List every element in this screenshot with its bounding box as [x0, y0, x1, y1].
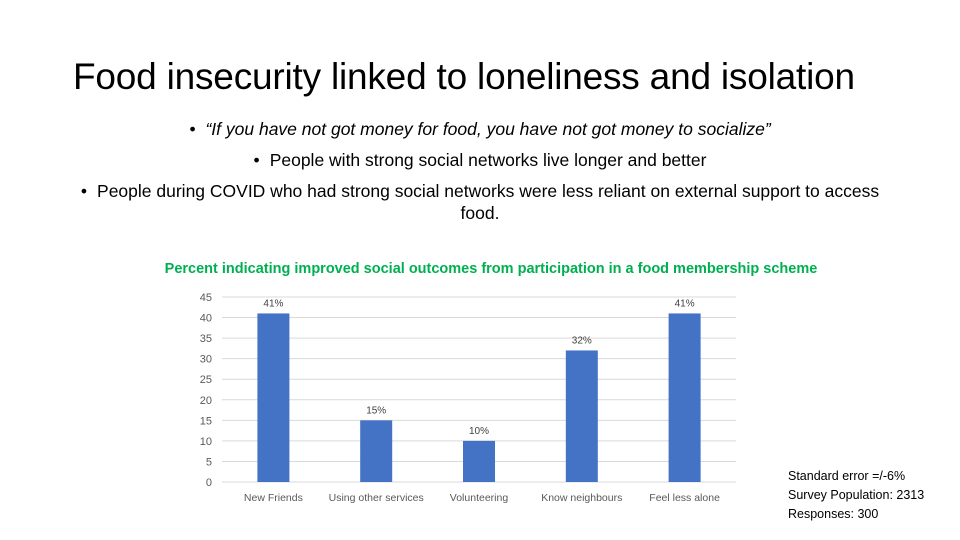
bullet-list: “If you have not got money for food, you…	[80, 118, 880, 233]
y-tick-label: 35	[200, 333, 212, 345]
survey-population-note: Survey Population: 2313	[788, 488, 925, 502]
survey-notes: Standard error =/-6% Survey Population: …	[788, 467, 924, 524]
y-tick-label: 25	[200, 374, 212, 386]
x-tick-label: New Friends	[244, 492, 303, 504]
bar	[565, 350, 598, 482]
data-label: 41%	[263, 298, 283, 309]
bullet-social-networks: People with strong social networks live …	[80, 149, 880, 171]
y-tick-label: 40	[200, 313, 212, 325]
bullet-quote: “If you have not got money for food, you…	[80, 118, 880, 140]
responses-note: Responses: 300	[788, 507, 879, 521]
x-tick-label: Volunteering	[450, 492, 509, 504]
x-tick-label: Using other services	[329, 492, 424, 504]
y-tick-label: 5	[206, 456, 212, 468]
y-tick-label: 30	[200, 354, 212, 366]
data-label: 32%	[572, 335, 592, 346]
x-tick-label: Know neighbours	[541, 492, 622, 504]
x-tick-label: Feel less alone	[649, 492, 720, 504]
data-label: 41%	[675, 298, 695, 309]
y-tick-label: 45	[200, 292, 212, 304]
y-tick-label: 0	[206, 477, 212, 489]
y-tick-label: 10	[200, 436, 212, 448]
data-label: 15%	[366, 405, 386, 416]
slide-title: Food insecurity linked to loneliness and…	[73, 56, 855, 97]
y-tick-label: 20	[200, 395, 212, 407]
standard-error-note: Standard error =/-6%	[788, 469, 906, 483]
bullet-covid: People during COVID who had strong socia…	[80, 180, 880, 224]
bar	[360, 420, 393, 482]
bar	[668, 313, 701, 482]
bar	[257, 313, 290, 482]
y-tick-label: 15	[200, 415, 212, 427]
data-label: 10%	[469, 426, 489, 437]
bar	[463, 440, 495, 482]
chart-title: Percent indicating improved social outco…	[164, 261, 818, 277]
bar-chart: 0 5 10 15 20 25 30 35 40 45 41% New Friends 15% Using…	[200, 292, 736, 504]
